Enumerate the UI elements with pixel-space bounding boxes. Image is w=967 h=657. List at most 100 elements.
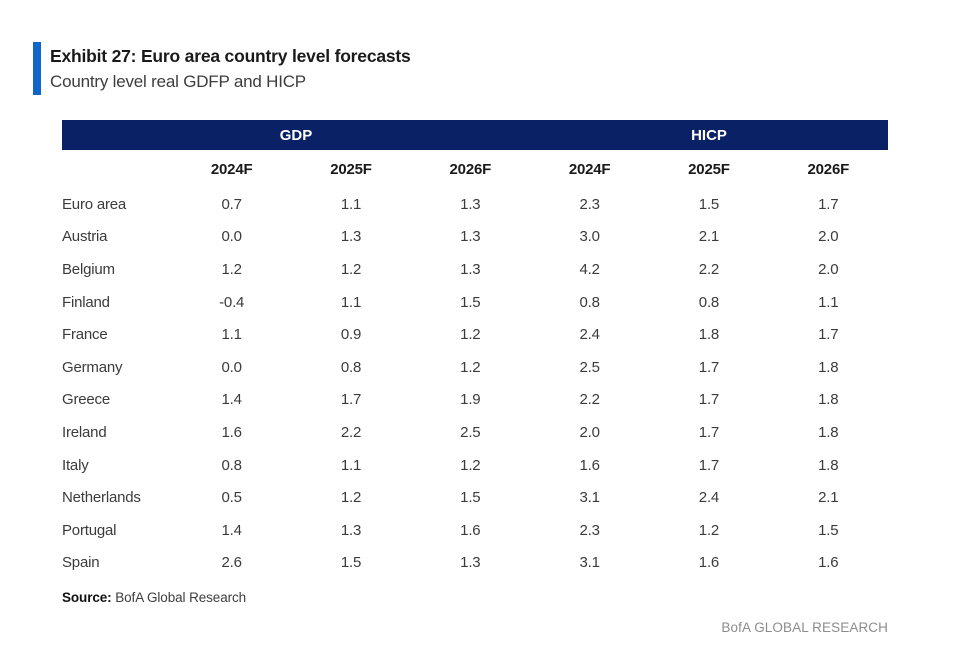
value-cell: 1.2: [460, 456, 481, 474]
country-cell: Finland: [62, 293, 110, 311]
exhibit-header: Exhibit 27: Euro area country level fore…: [33, 42, 411, 95]
value-cell: 1.8: [698, 326, 720, 344]
value-cell: 1.3: [460, 195, 481, 213]
source-text: BofA Global Research: [115, 590, 247, 605]
value-cell: 1.6: [460, 521, 481, 539]
value-cell: 1.6: [818, 554, 839, 572]
value-cell: 2.4: [579, 326, 600, 344]
value-cell: 1.4: [221, 521, 242, 539]
value-cell: 1.3: [340, 228, 362, 246]
value-cell: 1.5: [818, 521, 839, 539]
table-row: Austria 0.0 1.3 1.3 3.0 2.1 2.0: [62, 221, 888, 254]
table-row: France 1.1 0.9 1.2 2.4 1.8 1.7: [62, 318, 888, 351]
column-header: 2024F: [172, 150, 292, 188]
exhibit-subtitle: Country level real GDFP and HICP: [50, 72, 306, 92]
value-cell: 0.8: [698, 293, 720, 311]
value-cell: 1.7: [698, 391, 720, 409]
value-cell: 0.9: [340, 326, 362, 344]
value-cell: 1.7: [818, 195, 839, 213]
value-cell: 1.7: [818, 326, 839, 344]
value-cell: 0.0: [221, 358, 242, 376]
value-cell: 1.2: [340, 260, 362, 278]
value-cell: 1.7: [340, 391, 362, 409]
value-cell: 2.4: [698, 489, 720, 507]
country-cell: Portugal: [62, 521, 117, 539]
value-cell: 3.0: [579, 228, 600, 246]
table-row: Netherlands 0.5 1.2 1.5 3.1 2.4 2.1: [62, 481, 888, 514]
value-cell: 1.8: [818, 358, 839, 376]
value-cell: 1.7: [698, 423, 720, 441]
value-cell: 0.5: [221, 489, 242, 507]
forecast-table: GDP HICP 2024F 2025F 2026F 2024F 2025F 2…: [62, 120, 888, 579]
table-row: Italy 0.8 1.1 1.2 1.6 1.7 1.8: [62, 449, 888, 482]
value-cell: 2.5: [460, 423, 481, 441]
column-header: 2026F: [768, 150, 888, 188]
column-header-row: 2024F 2025F 2026F 2024F 2025F 2026F: [62, 150, 888, 188]
value-cell: 1.6: [579, 456, 600, 474]
country-cell: Netherlands: [62, 489, 141, 507]
value-cell: 3.1: [579, 489, 600, 507]
exhibit-title: Exhibit 27: Euro area country level fore…: [50, 46, 411, 66]
value-cell: 1.1: [221, 326, 242, 344]
column-header: 2025F: [649, 150, 769, 188]
value-cell: 2.6: [221, 554, 242, 572]
country-cell: Greece: [62, 391, 110, 409]
value-cell: 1.3: [460, 554, 481, 572]
value-cell: 2.0: [579, 423, 600, 441]
table-row: Finland -0.4 1.1 1.5 0.8 0.8 1.1: [62, 286, 888, 319]
value-cell: 1.5: [698, 195, 720, 213]
value-cell: 1.2: [340, 489, 362, 507]
value-cell: 2.0: [818, 260, 839, 278]
group-header-gdp: GDP: [62, 120, 530, 150]
value-cell: 1.3: [460, 228, 481, 246]
table-row: Ireland 1.6 2.2 2.5 2.0 1.7 1.8: [62, 416, 888, 449]
value-cell: 1.7: [698, 358, 720, 376]
value-cell: 2.2: [698, 260, 720, 278]
value-cell: 1.6: [698, 554, 720, 572]
value-cell: 1.2: [221, 260, 242, 278]
value-cell: 2.2: [579, 391, 600, 409]
value-cell: 1.2: [460, 326, 481, 344]
table-row: Euro area 0.7 1.1 1.3 2.3 1.5 1.7: [62, 188, 888, 221]
value-cell: 1.5: [460, 489, 481, 507]
value-cell: 1.8: [818, 423, 839, 441]
value-cell: 1.2: [460, 358, 481, 376]
table-row: Portugal 1.4 1.3 1.6 2.3 1.2 1.5: [62, 514, 888, 547]
value-cell: 0.8: [340, 358, 362, 376]
exhibit-titles: Exhibit 27: Euro area country level fore…: [50, 42, 411, 95]
value-cell: -0.4: [219, 293, 245, 311]
value-cell: 1.7: [698, 456, 720, 474]
group-header-hicp: HICP: [529, 120, 888, 150]
value-cell: 2.1: [818, 489, 839, 507]
forecast-table-wrap: GDP HICP 2024F 2025F 2026F 2024F 2025F 2…: [62, 120, 888, 579]
value-cell: 2.2: [340, 423, 362, 441]
source-label: Source:: [62, 590, 112, 605]
value-cell: 2.5: [579, 358, 600, 376]
country-cell: France: [62, 326, 108, 344]
value-cell: 1.6: [221, 423, 242, 441]
value-cell: 1.3: [340, 521, 362, 539]
value-cell: 2.3: [579, 521, 600, 539]
accent-bar: [33, 42, 41, 95]
country-cell: Ireland: [62, 423, 107, 441]
column-header: 2025F: [291, 150, 411, 188]
table-body: Euro area 0.7 1.1 1.3 2.3 1.5 1.7 Austria 0.0 1.3…: [62, 188, 888, 579]
value-cell: 0.0: [221, 228, 242, 246]
value-cell: 1.5: [460, 293, 481, 311]
table-row: Spain 2.6 1.5 1.3 3.1 1.6 1.6: [62, 547, 888, 580]
column-header: 2024F: [529, 150, 650, 188]
value-cell: 1.1: [340, 293, 362, 311]
value-cell: 0.8: [221, 456, 242, 474]
value-cell: 2.3: [579, 195, 600, 213]
value-cell: 1.1: [818, 293, 839, 311]
table-row: Greece 1.4 1.7 1.9 2.2 1.7 1.8: [62, 384, 888, 417]
brand-footer: BofA GLOBAL RESEARCH: [721, 620, 888, 635]
source-line: Source: BofA Global Research: [62, 590, 246, 605]
country-cell: Germany: [62, 358, 123, 376]
group-header-row: GDP HICP: [62, 120, 888, 150]
value-cell: 2.0: [818, 228, 839, 246]
country-cell: Euro area: [62, 195, 127, 213]
table-row: Germany 0.0 0.8 1.2 2.5 1.7 1.8: [62, 351, 888, 384]
country-cell: Spain: [62, 554, 100, 572]
